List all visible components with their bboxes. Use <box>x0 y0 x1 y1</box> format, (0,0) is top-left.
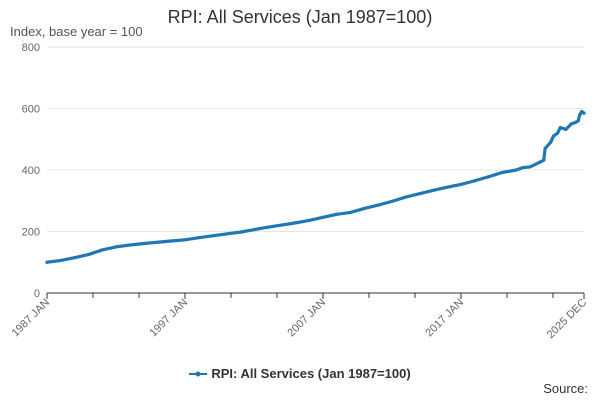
data-point[interactable] <box>86 252 90 257</box>
chart-title: RPI: All Services (Jan 1987=100) <box>167 7 433 27</box>
y-tick-label-600: 600 <box>22 104 40 116</box>
data-point[interactable] <box>266 225 270 229</box>
data-point[interactable] <box>576 119 580 123</box>
data-point[interactable] <box>555 131 560 135</box>
data-point[interactable] <box>538 160 542 164</box>
data-point[interactable] <box>141 241 146 246</box>
data-point[interactable] <box>59 258 63 262</box>
data-point[interactable] <box>45 260 49 264</box>
data-point[interactable] <box>569 122 573 126</box>
data-point[interactable] <box>514 168 518 172</box>
y-tick-label-400: 400 <box>22 165 40 177</box>
x-tick-label-0: 1987 JAN <box>9 297 52 340</box>
data-point[interactable] <box>73 256 77 260</box>
x-tick-label-4: 2025 DEC <box>545 297 589 341</box>
y-tick-label-0: 0 <box>34 288 40 300</box>
data-point[interactable] <box>404 195 408 199</box>
series-line-0[interactable] <box>45 109 586 264</box>
data-point[interactable] <box>128 243 132 247</box>
data-point[interactable] <box>521 165 525 170</box>
x-tick-label-2: 2007 JAN <box>285 297 328 340</box>
data-point[interactable] <box>224 232 228 236</box>
data-point[interactable] <box>445 185 449 189</box>
data-point[interactable] <box>543 146 547 151</box>
data-point[interactable] <box>197 236 201 240</box>
data-point[interactable] <box>528 165 532 169</box>
data-point[interactable] <box>564 127 568 132</box>
data-point[interactable] <box>558 125 562 130</box>
data-point[interactable] <box>210 234 215 238</box>
data-point[interactable] <box>321 215 325 219</box>
data-point[interactable] <box>486 175 491 179</box>
source-label: Source: <box>543 381 588 396</box>
data-point[interactable] <box>417 192 422 196</box>
data-point[interactable] <box>100 248 104 252</box>
y-axis-label: Index, base year = 100 <box>10 24 143 39</box>
x-tick-label-1: 1997 JAN <box>147 297 190 340</box>
data-point[interactable] <box>390 199 394 203</box>
data-point[interactable] <box>335 212 339 216</box>
data-point[interactable] <box>431 188 435 192</box>
data-point[interactable] <box>238 230 242 234</box>
legend-swatch-icon <box>189 371 208 377</box>
data-point[interactable] <box>155 240 159 244</box>
data-point[interactable] <box>293 221 297 225</box>
data-point[interactable] <box>473 179 477 183</box>
chart-legend[interactable]: RPI: All Services (Jan 1987=100) <box>0 365 600 381</box>
data-point[interactable] <box>580 109 584 114</box>
y-tick-label-800: 800 <box>22 42 40 54</box>
data-point[interactable] <box>362 206 366 211</box>
legend-label: RPI: All Services (Jan 1987=100) <box>211 366 411 382</box>
data-point[interactable] <box>183 238 187 242</box>
data-point[interactable] <box>578 113 582 117</box>
data-point[interactable] <box>376 203 380 207</box>
y-tick-label-200: 200 <box>22 227 40 239</box>
data-point[interactable] <box>307 218 311 223</box>
x-tick-label-3: 2017 JAN <box>423 297 466 340</box>
data-point[interactable] <box>459 182 463 187</box>
data-point[interactable] <box>169 239 173 243</box>
data-point[interactable] <box>542 158 546 162</box>
data-point[interactable] <box>500 170 504 175</box>
data-point[interactable] <box>573 120 578 124</box>
data-point[interactable] <box>348 210 353 215</box>
data-point[interactable] <box>252 228 256 232</box>
data-point[interactable] <box>114 245 118 249</box>
data-point[interactable] <box>551 134 556 138</box>
data-point[interactable] <box>279 223 284 227</box>
data-point[interactable] <box>582 111 586 115</box>
data-point[interactable] <box>549 140 553 144</box>
